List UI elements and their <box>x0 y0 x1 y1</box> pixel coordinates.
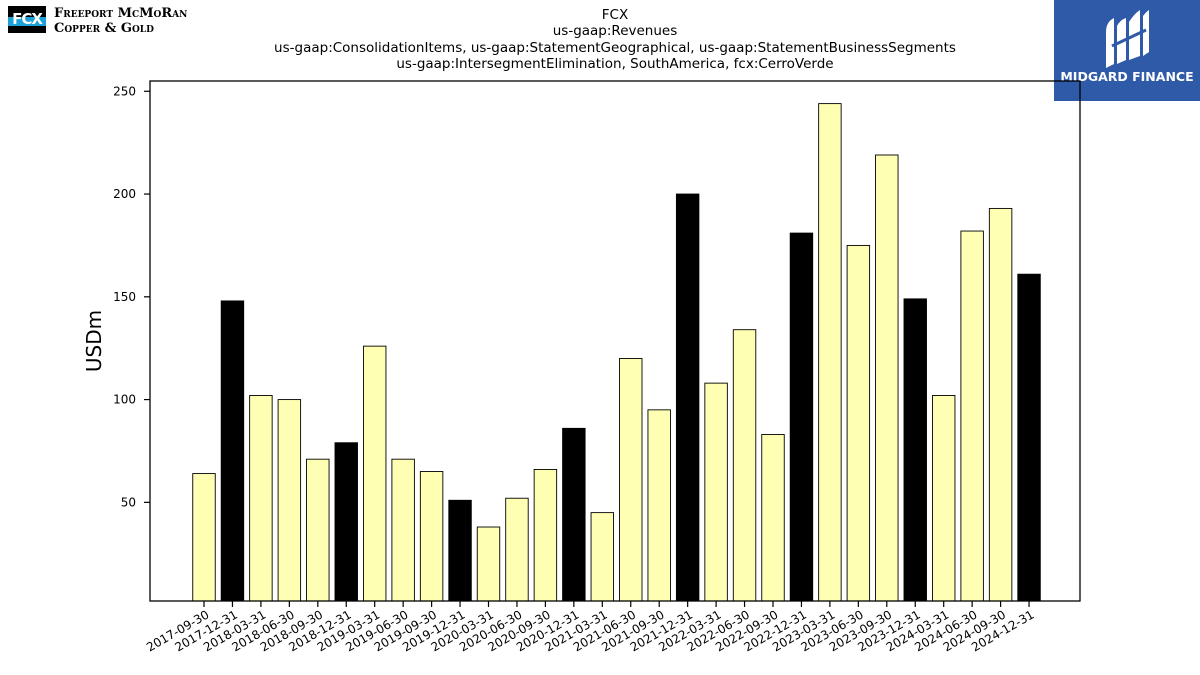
y-tick-label-200: 200 <box>113 187 136 201</box>
bar-2019-09-30 <box>419 471 444 602</box>
bar-2020-06-30 <box>505 497 529 602</box>
chart-title-line-3: us-gaap:ConsolidationItems, us-gaap:Stat… <box>274 39 956 56</box>
bar-2023-06-30 <box>846 244 871 602</box>
bar-2021-06-30 <box>619 358 643 602</box>
bar-2017-12-31 <box>220 300 245 602</box>
midgard-brand-name: MIDGARD FINANCE <box>1060 69 1194 84</box>
bar-2018-06-30 <box>277 399 302 602</box>
bar-2022-03-31 <box>704 382 728 602</box>
bar-2023-12-31 <box>903 298 927 602</box>
bars-group <box>192 103 1041 602</box>
chart-title-line-4: us-gaap:IntersegmentElimination, SouthAm… <box>396 56 834 73</box>
y-tick-label-50: 50 <box>121 495 136 509</box>
bar-2020-09-30 <box>533 469 558 602</box>
plot-frame <box>149 80 1081 602</box>
midgard-emblem-icon <box>1106 10 1149 68</box>
bar-2019-06-30 <box>391 458 415 602</box>
company-name: Freeport McMoRan Copper & Gold <box>54 6 187 36</box>
bar-2023-03-31 <box>818 103 842 602</box>
y-axis-label: USDm <box>82 310 106 372</box>
chart-title-line-1: FCX <box>601 7 629 23</box>
bar-2019-03-31 <box>363 345 387 602</box>
freeport-mcmoran-logo: FCX Freeport McMoRan Copper & Gold <box>8 6 218 38</box>
bar-2018-09-30 <box>306 458 330 602</box>
y-tick-label-100: 100 <box>113 393 136 407</box>
bar-2020-03-31 <box>476 526 501 602</box>
company-name-line1: Freeport McMoRan <box>54 6 188 21</box>
bar-2018-03-31 <box>249 395 273 602</box>
bar-2020-12-31 <box>562 427 586 602</box>
bar-2022-12-31 <box>789 232 814 602</box>
bar-2024-09-30 <box>988 207 1013 602</box>
bar-2017-09-30 <box>192 473 216 602</box>
fcx-logo-mark: FCX <box>8 6 46 33</box>
bar-2024-03-31 <box>932 395 956 602</box>
fcx-logo-glyphs: FCX <box>12 10 43 28</box>
bar-2021-03-31 <box>590 512 614 602</box>
y-axis: 50 100 150 200 250 <box>113 84 150 509</box>
chart-title: FCX us-gaap:Revenues us-gaap:Consolidati… <box>150 7 1080 73</box>
company-name-line2: Copper & Gold <box>54 21 154 36</box>
bar-2024-12-31 <box>1017 273 1041 602</box>
bar-2023-09-30 <box>875 154 899 602</box>
bar-2018-12-31 <box>334 442 358 602</box>
bar-2022-06-30 <box>732 329 757 602</box>
x-axis: 2017-09-302017-12-312018-03-312018-06-30… <box>144 601 1037 654</box>
y-tick-label-150: 150 <box>113 290 136 304</box>
midgard-finance-logo: MIDGARD FINANCE <box>1054 0 1200 101</box>
y-tick-label-250: 250 <box>113 84 136 98</box>
bar-2024-06-30 <box>960 230 984 602</box>
chart-title-line-2: us-gaap:Revenues <box>552 23 678 40</box>
bar-2019-12-31 <box>448 499 472 602</box>
bar-2021-09-30 <box>647 409 671 602</box>
bar-2021-12-31 <box>675 193 700 602</box>
fcx-logo-band <box>8 17 46 26</box>
bar-2022-09-30 <box>761 434 785 602</box>
